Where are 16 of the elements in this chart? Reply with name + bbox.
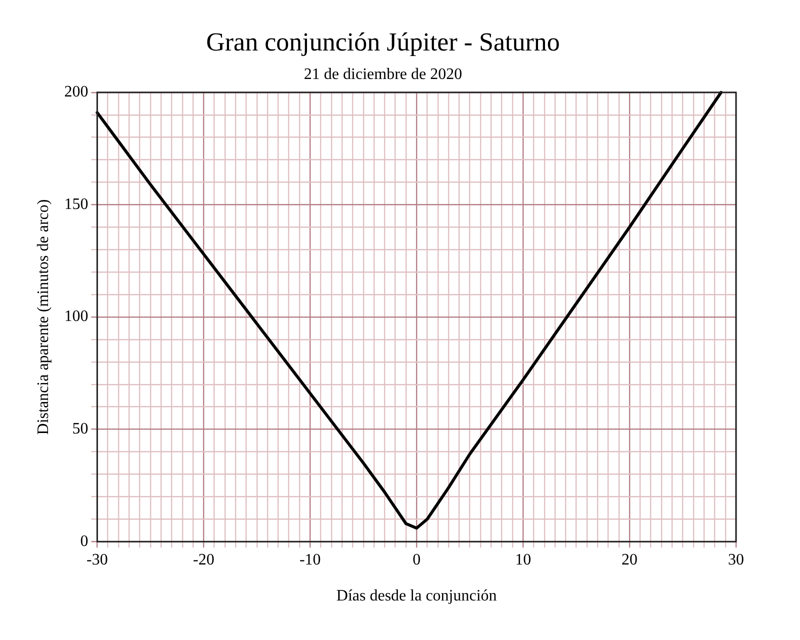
chart-subtitle: 21 de diciembre de 2020	[304, 66, 462, 84]
y-tick-label: 100	[64, 308, 88, 326]
x-tick-label: -20	[193, 551, 214, 568]
y-tick-label: 0	[80, 532, 88, 550]
x-tick-label: -10	[299, 551, 321, 568]
x-tick-label: -30	[86, 551, 108, 568]
y-tick-label: 150	[64, 196, 88, 213]
y-tick-label: 50	[72, 420, 88, 438]
y-axis-title: Distancia aparente (minutos de arco)	[34, 199, 52, 435]
x-tick-label: 30	[728, 551, 744, 568]
x-axis-title: Días desde la conjunción	[336, 588, 497, 605]
chart-title: Gran conjunción Júpiter - Saturno	[206, 27, 560, 56]
y-tick-label: 200	[64, 84, 88, 101]
x-tick-label: 20	[622, 551, 638, 568]
x-tick-label: 0	[412, 551, 421, 568]
x-tick-label: 10	[515, 551, 532, 568]
